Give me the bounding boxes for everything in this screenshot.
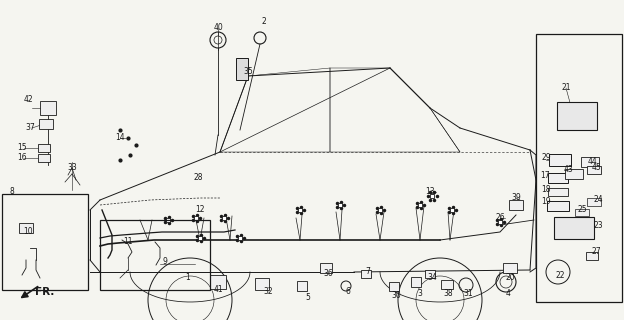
Text: 29: 29	[541, 154, 551, 163]
Text: 38: 38	[443, 290, 453, 299]
Text: 13: 13	[425, 188, 435, 196]
Text: 8: 8	[9, 188, 14, 196]
Text: 45: 45	[591, 164, 601, 172]
Text: 44: 44	[587, 157, 597, 166]
Bar	[554, 217, 594, 239]
Text: 1: 1	[185, 274, 190, 283]
Bar	[557, 102, 597, 130]
Text: 26: 26	[495, 213, 505, 222]
Text: FR.: FR.	[36, 287, 55, 297]
Text: 16: 16	[17, 154, 27, 163]
Bar	[361, 270, 371, 278]
Text: 40: 40	[213, 23, 223, 33]
Text: 11: 11	[124, 237, 133, 246]
Text: 21: 21	[561, 84, 571, 92]
Bar	[210, 275, 226, 289]
Text: 34: 34	[427, 274, 437, 283]
Bar	[547, 201, 569, 211]
Bar	[549, 154, 571, 166]
Bar	[411, 277, 421, 287]
Text: 25: 25	[577, 205, 587, 214]
Bar	[587, 198, 601, 206]
Text: 43: 43	[563, 165, 573, 174]
Bar	[509, 200, 523, 210]
Bar	[536, 34, 622, 302]
Text: 7: 7	[366, 268, 371, 276]
Text: 6: 6	[346, 287, 351, 297]
Text: 2: 2	[261, 18, 266, 27]
Bar	[441, 279, 453, 289]
Text: 28: 28	[193, 173, 203, 182]
Text: 23: 23	[593, 221, 603, 230]
Text: 20: 20	[505, 274, 515, 283]
Bar	[255, 278, 269, 290]
Bar	[503, 263, 517, 273]
Bar	[587, 166, 601, 174]
Text: 10: 10	[23, 228, 33, 236]
Text: 9: 9	[163, 258, 167, 267]
Bar	[565, 169, 583, 179]
Text: 22: 22	[555, 271, 565, 281]
Bar	[586, 252, 598, 260]
Text: 33: 33	[67, 164, 77, 172]
Text: 4: 4	[505, 290, 510, 299]
Text: 18: 18	[541, 186, 551, 195]
Bar	[425, 270, 435, 278]
Text: 19: 19	[541, 197, 551, 206]
Bar	[100, 220, 210, 290]
Text: 12: 12	[195, 205, 205, 214]
Text: 5: 5	[306, 293, 310, 302]
Text: 35: 35	[243, 68, 253, 76]
Text: 32: 32	[263, 287, 273, 297]
Bar	[548, 173, 568, 183]
Bar	[38, 144, 50, 152]
Text: 41: 41	[213, 285, 223, 294]
Bar	[19, 223, 33, 233]
Text: 17: 17	[540, 172, 550, 180]
Text: 27: 27	[591, 247, 601, 257]
Bar	[39, 119, 53, 129]
Text: 42: 42	[23, 95, 33, 105]
Bar	[575, 209, 589, 215]
Text: 15: 15	[17, 143, 27, 153]
Text: 37: 37	[25, 124, 35, 132]
Text: 3: 3	[417, 290, 422, 299]
Bar	[581, 157, 599, 167]
Bar	[548, 188, 568, 196]
Bar	[389, 282, 399, 291]
Text: 31: 31	[463, 290, 473, 299]
Bar	[236, 58, 248, 80]
Text: 14: 14	[115, 133, 125, 142]
Bar	[297, 281, 307, 291]
Text: 30: 30	[391, 292, 401, 300]
Bar	[38, 154, 50, 162]
Text: 36: 36	[323, 269, 333, 278]
Text: 24: 24	[593, 196, 603, 204]
Bar	[40, 101, 56, 115]
Bar	[2, 194, 88, 290]
Bar	[320, 263, 332, 273]
Text: 39: 39	[511, 194, 521, 203]
